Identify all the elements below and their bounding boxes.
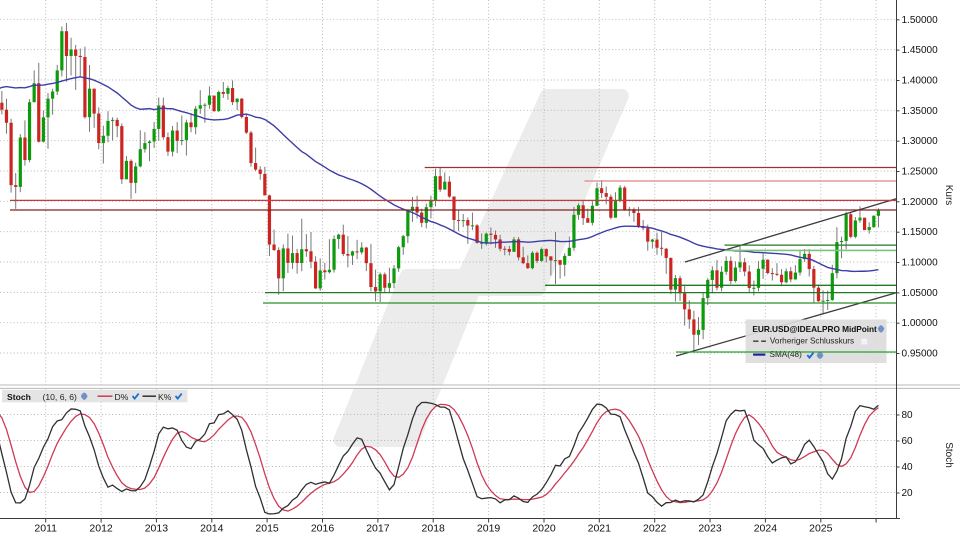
svg-text:Stoch: Stoch [943,442,954,468]
svg-text:2017: 2017 [366,523,390,535]
svg-text:1.40000: 1.40000 [902,76,939,87]
svg-text:(10, 6, 6): (10, 6, 6) [43,392,78,402]
svg-text:1.30000: 1.30000 [902,136,939,147]
svg-text:2022: 2022 [643,523,667,535]
svg-text:2024: 2024 [754,523,778,535]
svg-text:2018: 2018 [422,523,446,535]
svg-text:2016: 2016 [311,523,335,535]
svg-text:1.45000: 1.45000 [902,45,939,56]
svg-text:2021: 2021 [588,523,612,535]
svg-text:1.05000: 1.05000 [902,288,939,299]
svg-text:2015: 2015 [255,523,279,535]
svg-text:D%: D% [115,392,129,402]
svg-text:1.20000: 1.20000 [902,197,939,208]
svg-text:2014: 2014 [200,523,224,535]
svg-text:2013: 2013 [145,523,169,535]
svg-text:40: 40 [902,462,914,473]
svg-text:1.25000: 1.25000 [902,167,939,178]
svg-text:1.50000: 1.50000 [902,15,939,26]
svg-text:2023: 2023 [698,523,722,535]
svg-text:Vorheriger Schlusskurs: Vorheriger Schlusskurs [770,337,854,346]
svg-text:2012: 2012 [89,523,113,535]
svg-text:2025: 2025 [809,523,833,535]
svg-text:Stoch: Stoch [7,392,31,402]
svg-text:1.00000: 1.00000 [902,318,939,329]
svg-text:2019: 2019 [477,523,501,535]
svg-text:1.15000: 1.15000 [902,227,939,238]
svg-text:20: 20 [902,488,914,499]
svg-text:2020: 2020 [532,523,556,535]
svg-text:K%: K% [158,392,172,402]
svg-text:SMA(48): SMA(48) [770,350,803,359]
svg-text:0.95000: 0.95000 [902,349,939,360]
svg-text:EUR.USD@IDEALPRO MidPoint: EUR.USD@IDEALPRO MidPoint [752,324,877,334]
svg-text:60: 60 [902,436,914,447]
svg-text:1.10000: 1.10000 [902,258,939,269]
svg-text:Kurs: Kurs [943,185,954,206]
svg-text:80: 80 [902,410,914,421]
svg-text:2011: 2011 [34,523,57,535]
svg-text:1.35000: 1.35000 [902,106,939,117]
